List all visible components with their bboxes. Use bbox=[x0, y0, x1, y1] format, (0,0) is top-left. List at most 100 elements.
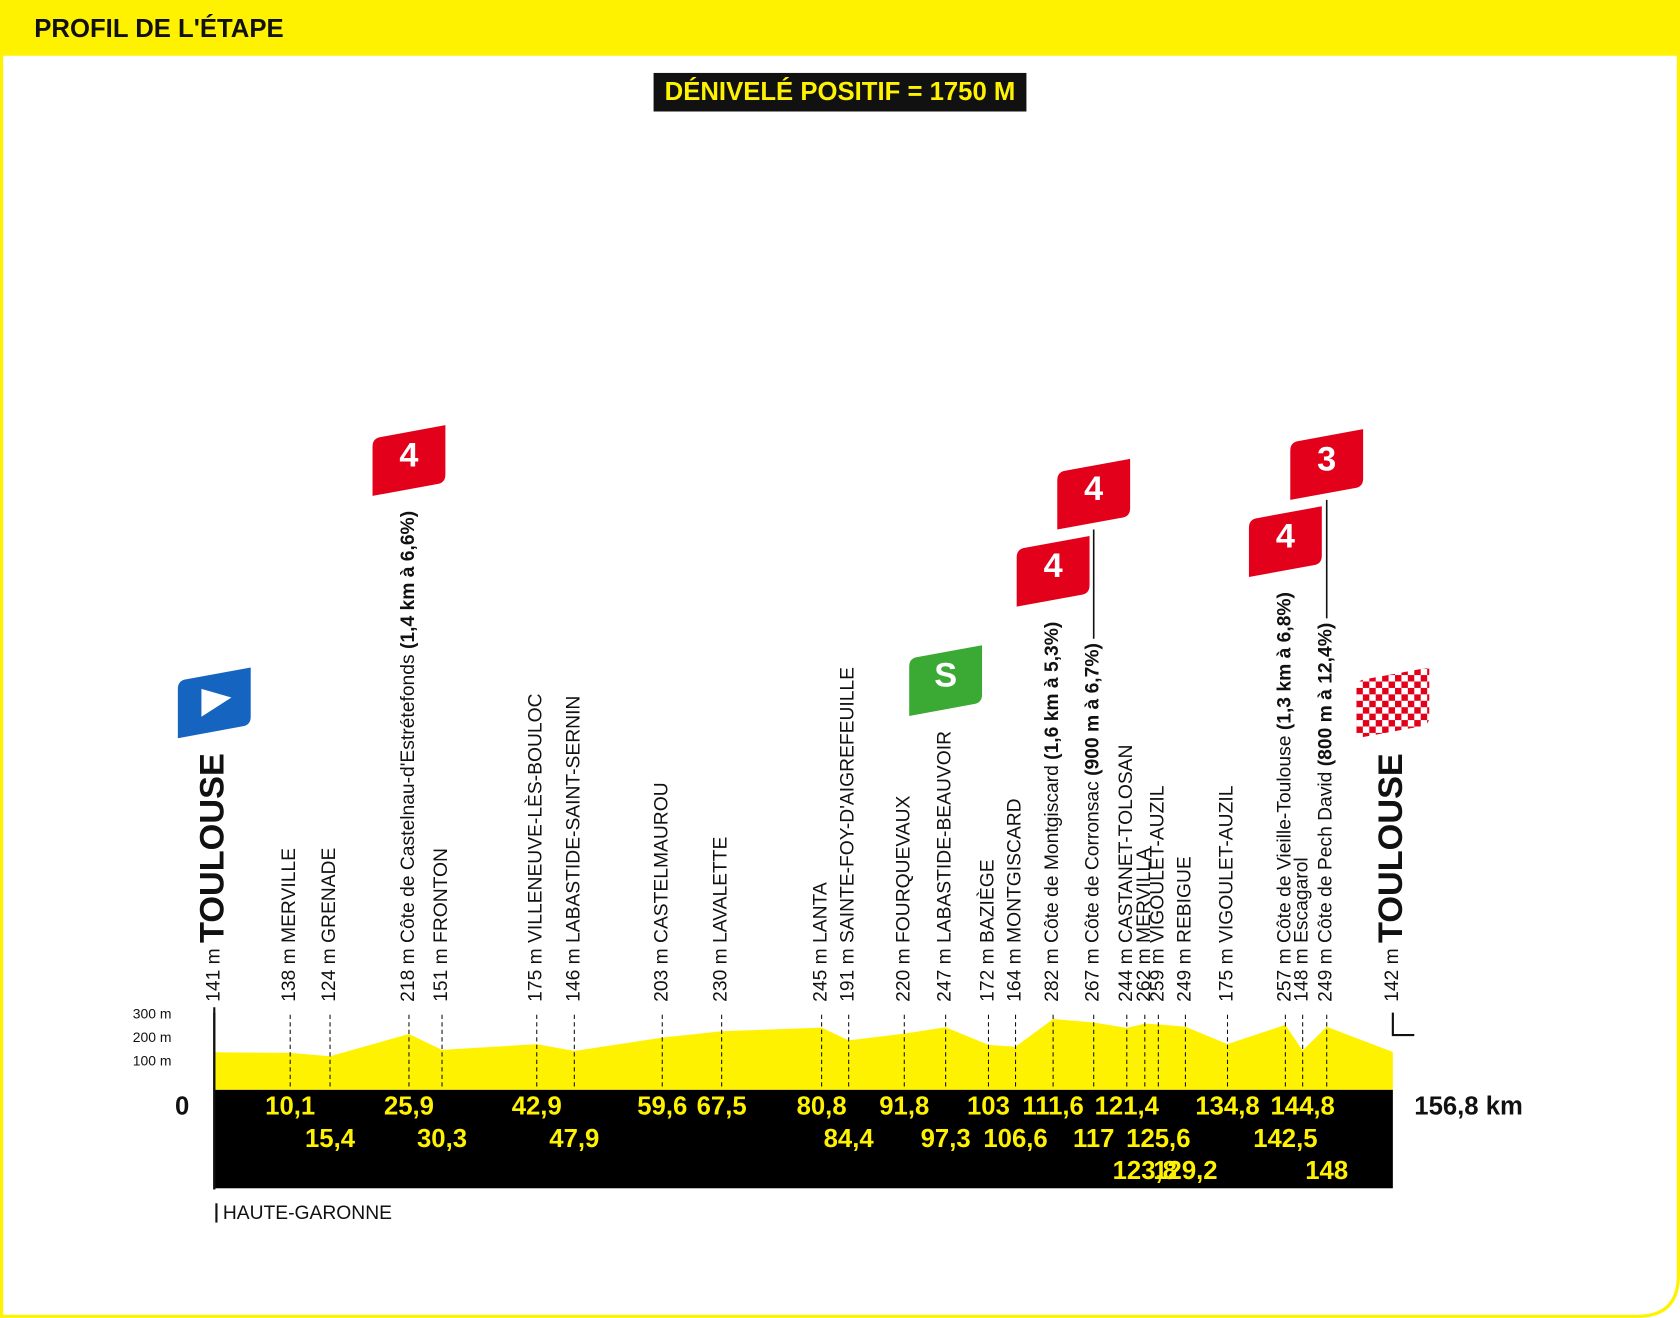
place-name: Côte de Corronsac bbox=[1083, 781, 1104, 943]
place-label: 148 m Escagarol bbox=[1292, 857, 1313, 1002]
climb-detail: (1,4 km à 6,6%) bbox=[398, 511, 419, 649]
place-name: Côte de Vieille-Toulouse bbox=[1274, 736, 1295, 943]
altitude-label: 124 m bbox=[319, 948, 340, 1002]
km-label: 117 bbox=[1073, 1125, 1114, 1153]
altitude-label: 257 m bbox=[1274, 948, 1295, 1002]
subtitle: DÉNIVELÉ POSITIF = 1750 M bbox=[665, 77, 1016, 106]
place-name: FOURQUEVAUX bbox=[893, 795, 914, 943]
km-label: 121,4 bbox=[1095, 1093, 1160, 1121]
km-label: 111,6 bbox=[1022, 1093, 1083, 1121]
place-name: LABASTIDE-SAINT-SERNIN bbox=[563, 696, 584, 943]
flag-label: 3 bbox=[1317, 440, 1336, 478]
place-name: Escagarol bbox=[1292, 857, 1313, 943]
km-label: 59,6 bbox=[637, 1093, 687, 1121]
place-label: 164 m MONTGISCARD bbox=[1005, 798, 1026, 1001]
edge-tick bbox=[1391, 1012, 1415, 1037]
place-name: FRONTON bbox=[431, 848, 452, 943]
climb-detail: (900 m à 6,7%) bbox=[1083, 643, 1104, 776]
altitude-label: 259 m bbox=[1147, 948, 1168, 1002]
altitude-label: 267 m bbox=[1083, 948, 1104, 1002]
km-label: 142,5 bbox=[1253, 1125, 1317, 1153]
flag-label: 4 bbox=[1276, 518, 1295, 556]
place-name: TOULOUSE bbox=[1372, 753, 1410, 943]
place-label: 257 m Côte de Vieille-Toulouse (1,3 km à… bbox=[1274, 592, 1295, 1002]
place-label: 191 m SAINTE-FOY-D'AIGREFEUILLE bbox=[838, 667, 859, 1002]
km-label: 148 bbox=[1305, 1157, 1348, 1185]
flag-label: 4 bbox=[1084, 470, 1103, 508]
altitude-label: 138 m bbox=[279, 948, 300, 1002]
place-name: SAINTE-FOY-D'AIGREFEUILLE bbox=[838, 667, 859, 943]
climb-flag bbox=[1057, 458, 1131, 530]
place-label: 124 m GRENADE bbox=[319, 848, 340, 1002]
place-name: VIGOULET-AUZIL bbox=[1217, 785, 1238, 943]
altitude-label: 175 m bbox=[1217, 948, 1238, 1002]
place-name: Côte de Castelnau-d'Estrétefonds bbox=[398, 654, 419, 943]
altitude-label: 151 m bbox=[431, 948, 452, 1002]
place-name: LAVALETTE bbox=[711, 836, 732, 943]
km-label: 129,2 bbox=[1153, 1157, 1217, 1185]
place-name: CASTANET-TOLOSAN bbox=[1116, 745, 1137, 943]
start-arrow bbox=[201, 688, 232, 717]
km-label: 156,8 km bbox=[1414, 1093, 1523, 1121]
altitude-label: 172 m bbox=[978, 948, 999, 1002]
page-title: PROFIL DE L'ÉTAPE bbox=[34, 14, 283, 43]
km-band bbox=[214, 1089, 1393, 1189]
climb-flag bbox=[1290, 429, 1364, 500]
climb-flag bbox=[372, 425, 446, 496]
altitude-label: 191 m bbox=[838, 948, 859, 1002]
place-name: Côte de Pech David bbox=[1316, 772, 1337, 943]
place-label: 267 m Côte de Corronsac (900 m à 6,7%) bbox=[1083, 643, 1104, 1002]
km-label: 0 bbox=[175, 1093, 189, 1121]
km-label: 25,9 bbox=[384, 1093, 434, 1121]
km-label: 103 bbox=[967, 1093, 1010, 1121]
place-label: 244 m CASTANET-TOLOSAN bbox=[1116, 745, 1137, 1002]
place-label: 172 m BAZIÈGE bbox=[978, 859, 999, 1002]
sprint-flag bbox=[909, 645, 983, 716]
place-name: VILLENEUVE-LÈS-BOULOC bbox=[526, 693, 547, 943]
place-name: TOULOUSE bbox=[193, 753, 231, 943]
y-tick-label: 300 m bbox=[133, 1005, 172, 1021]
place-label: 151 m FRONTON bbox=[431, 848, 452, 1002]
place-label: 142 m TOULOUSE bbox=[1372, 753, 1410, 1002]
place-label: 175 m VILLENEUVE-LÈS-BOULOC bbox=[526, 693, 547, 1001]
altitude-label: 146 m bbox=[563, 948, 584, 1002]
place-name: LANTA bbox=[811, 882, 832, 943]
km-label: 80,8 bbox=[797, 1093, 847, 1121]
place-name: CASTELMAUROU bbox=[651, 782, 672, 943]
km-label: 91,8 bbox=[879, 1093, 929, 1121]
place-label: 138 m MERVILLE bbox=[279, 848, 300, 1002]
km-label: 84,4 bbox=[824, 1125, 875, 1153]
place-label: 259 m VIGOULET-AUZIL bbox=[1147, 785, 1168, 1002]
place-label: 146 m LABASTIDE-SAINT-SERNIN bbox=[563, 696, 584, 1002]
place-name: MONTGISCARD bbox=[1005, 798, 1026, 942]
km-label: 106,6 bbox=[983, 1125, 1047, 1153]
km-label: 144,8 bbox=[1270, 1093, 1334, 1121]
climb-detail: (1,3 km à 6,8%) bbox=[1274, 592, 1295, 730]
place-label: 262 m MERVILLA bbox=[1134, 848, 1155, 1002]
altitude-label: 164 m bbox=[1005, 948, 1026, 1002]
place-label: 218 m Côte de Castelnau-d'Estrétefonds (… bbox=[398, 511, 419, 1002]
place-label: 230 m LAVALETTE bbox=[711, 836, 732, 1001]
climb-detail: (800 m à 12,4%) bbox=[1316, 623, 1337, 767]
altitude-label: 247 m bbox=[935, 948, 956, 1002]
altitude-label: 148 m bbox=[1292, 948, 1313, 1002]
region: HAUTE-GARONNE bbox=[223, 1203, 392, 1224]
km-label: 97,3 bbox=[921, 1125, 971, 1153]
altitude-label: 262 m bbox=[1134, 948, 1155, 1002]
altitude-label: 249 m bbox=[1316, 948, 1337, 1002]
y-tick-label: 100 m bbox=[133, 1053, 172, 1069]
km-label: 134,8 bbox=[1195, 1093, 1259, 1121]
header-band bbox=[0, 0, 1680, 56]
altitude-label: 230 m bbox=[711, 948, 732, 1002]
km-label: 47,9 bbox=[549, 1125, 599, 1153]
finish-flag bbox=[1356, 667, 1430, 739]
altitude-label: 175 m bbox=[526, 948, 547, 1002]
flag-label: 4 bbox=[399, 436, 418, 474]
subtitle-box bbox=[653, 72, 1027, 112]
flag-label: S bbox=[934, 656, 957, 694]
altitude-label: 245 m bbox=[811, 948, 832, 1002]
altitude-label: 141 m bbox=[203, 948, 224, 1002]
place-name: GRENADE bbox=[319, 848, 340, 943]
